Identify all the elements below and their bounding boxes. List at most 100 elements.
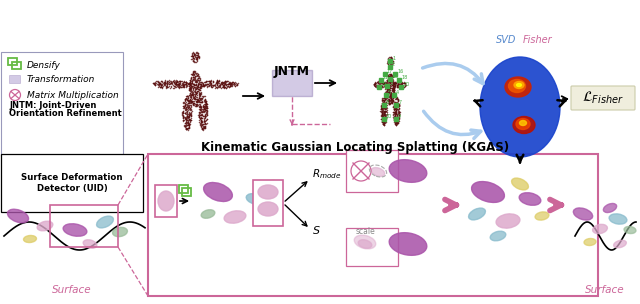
Point (149, 81, 159, 86)
Point (181, 80, 191, 85)
Point (157, 85, 168, 90)
Point (393, 119, 403, 123)
Point (383, 93, 394, 98)
Point (204, 79, 214, 84)
Point (185, 78, 195, 83)
Point (374, 80, 384, 85)
Point (182, 119, 193, 123)
Point (185, 81, 195, 86)
Point (399, 84, 410, 89)
Point (196, 82, 207, 87)
Point (383, 87, 393, 92)
Point (179, 78, 189, 83)
Point (194, 115, 204, 119)
Point (382, 85, 392, 90)
Point (185, 86, 195, 91)
Point (221, 81, 232, 86)
Point (195, 85, 205, 90)
Point (191, 55, 201, 60)
Point (157, 78, 167, 83)
Point (185, 83, 195, 88)
Point (382, 87, 392, 92)
Point (382, 93, 392, 98)
Point (202, 110, 212, 115)
Point (376, 85, 387, 90)
Point (390, 80, 401, 85)
Point (199, 97, 209, 102)
Point (390, 120, 400, 125)
Point (219, 82, 229, 87)
Point (189, 89, 199, 94)
Point (183, 97, 193, 102)
Point (381, 96, 392, 101)
Point (188, 92, 198, 96)
Point (193, 98, 204, 103)
Point (195, 111, 205, 116)
Point (188, 77, 198, 82)
Point (370, 80, 380, 85)
Point (378, 81, 388, 85)
Point (380, 82, 390, 87)
Point (182, 94, 192, 98)
Point (226, 81, 236, 86)
Point (378, 110, 388, 115)
Point (386, 54, 396, 59)
Point (377, 119, 387, 124)
Point (181, 117, 191, 122)
Point (199, 119, 209, 124)
Point (393, 115, 403, 120)
Point (198, 103, 208, 108)
Point (192, 98, 202, 102)
Point (387, 79, 397, 84)
Point (378, 100, 388, 105)
Point (374, 80, 385, 85)
Point (201, 105, 211, 109)
Point (383, 62, 394, 67)
Point (188, 49, 198, 54)
Point (154, 80, 164, 85)
Point (376, 85, 386, 89)
Point (228, 81, 239, 85)
Point (214, 78, 224, 82)
Point (212, 79, 222, 84)
Point (171, 82, 181, 87)
Point (197, 118, 207, 123)
Ellipse shape (83, 240, 97, 248)
Point (380, 97, 390, 102)
Point (196, 123, 207, 127)
Point (379, 104, 389, 109)
Point (195, 84, 205, 89)
Point (179, 105, 189, 110)
Point (390, 110, 401, 115)
Point (386, 91, 396, 96)
Point (390, 120, 401, 125)
Point (388, 86, 398, 91)
Point (184, 118, 194, 123)
Point (186, 72, 196, 77)
Point (195, 105, 205, 109)
Point (374, 84, 384, 89)
Point (205, 78, 216, 83)
Point (188, 56, 198, 60)
Point (184, 111, 195, 116)
Point (185, 86, 195, 91)
Point (186, 75, 196, 80)
Point (380, 105, 390, 110)
Point (389, 82, 399, 87)
Point (174, 85, 184, 89)
Point (391, 107, 401, 112)
Point (184, 125, 194, 130)
Point (150, 82, 160, 87)
Point (386, 94, 396, 98)
Point (385, 83, 396, 88)
Point (200, 120, 210, 125)
Point (392, 119, 403, 123)
Point (182, 93, 192, 98)
Point (189, 92, 200, 97)
Point (388, 106, 399, 111)
Point (381, 82, 392, 87)
Point (180, 96, 191, 101)
Point (376, 104, 386, 109)
Point (189, 100, 200, 105)
Point (195, 121, 205, 126)
